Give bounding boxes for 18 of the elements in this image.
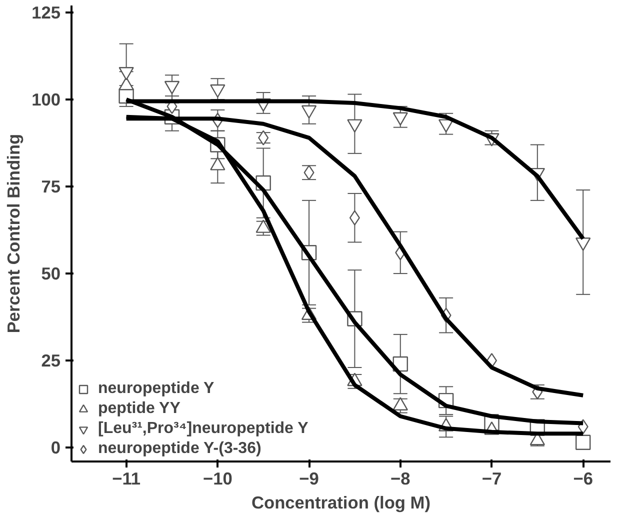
y-tick-label: 125 xyxy=(32,2,61,22)
y-axis-title: Percent Control Binding xyxy=(4,134,24,334)
y-tick-label: 50 xyxy=(41,264,61,284)
x-tick-label: −6 xyxy=(573,468,594,488)
x-tick-label: −9 xyxy=(299,468,319,488)
y-tick-label: 100 xyxy=(32,89,61,110)
legend-label: [Leu³¹,Pro³⁴]neuropeptide Y xyxy=(98,420,308,438)
x-tick-label: −7 xyxy=(482,468,502,488)
y-tick-label: 25 xyxy=(41,350,61,371)
x-tick-label: −11 xyxy=(112,468,141,488)
y-tick-label: 0 xyxy=(50,438,61,458)
x-tick-label: −8 xyxy=(390,468,411,488)
x-tick-label: −10 xyxy=(202,468,232,488)
legend-label: peptide YY xyxy=(98,400,180,418)
y-tick-label: 75 xyxy=(41,176,61,197)
x-axis-title: Concentration (log M) xyxy=(251,492,431,512)
legend-label: neuropeptide Y-(3-36) xyxy=(98,440,262,458)
legend-label: neuropeptide Y xyxy=(98,380,214,398)
